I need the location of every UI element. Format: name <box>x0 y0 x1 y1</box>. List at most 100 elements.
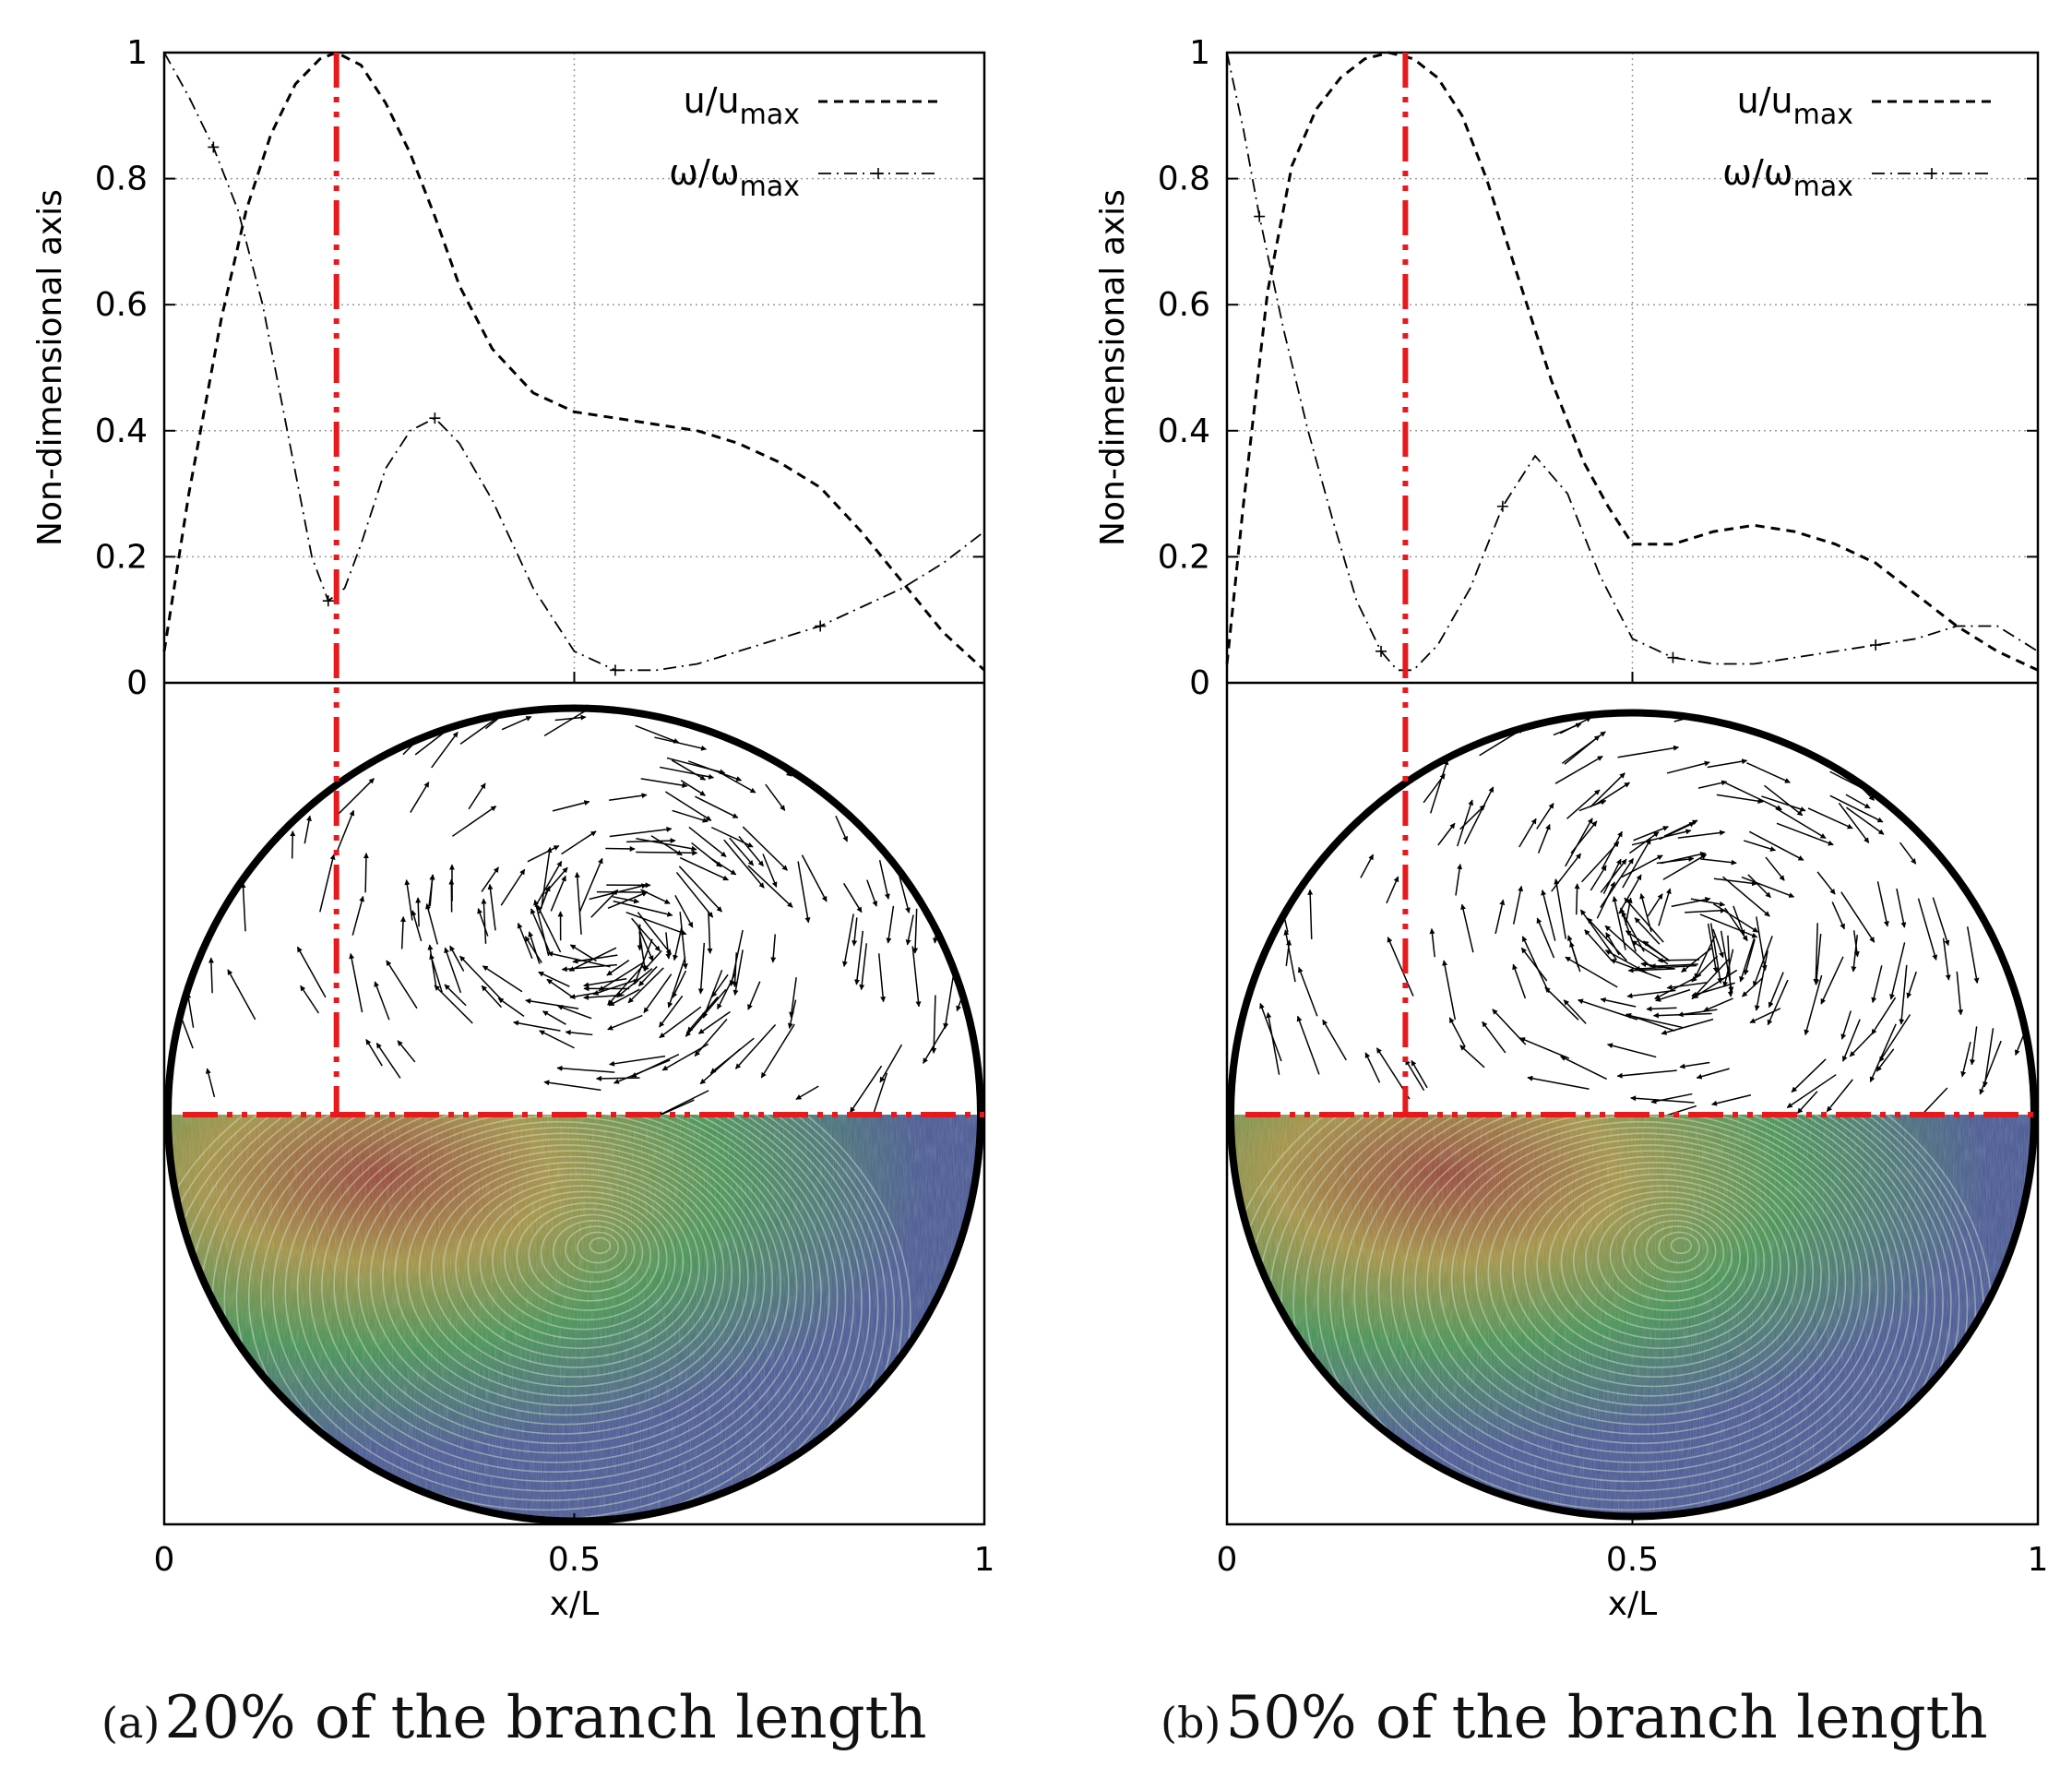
vector-arrow <box>574 871 582 935</box>
vector-arrow <box>1725 782 1782 811</box>
vector-arrow <box>665 932 672 960</box>
vector-arrow <box>794 676 840 698</box>
vector-arrow <box>1578 799 1607 812</box>
vector-arrow <box>1604 925 1651 967</box>
vector-arrow <box>711 973 729 997</box>
vector-arrow <box>612 896 640 904</box>
vector-arrow <box>1753 936 1773 987</box>
vector-arrow <box>636 923 654 961</box>
vector-arrow <box>1430 758 1449 814</box>
vector-arrow <box>542 1010 566 1025</box>
y-tick-label: 0.8 <box>95 161 148 198</box>
vector-arrow <box>625 912 687 936</box>
vector-arrow <box>1564 734 1601 765</box>
vector-arrow <box>1913 746 1959 783</box>
vector-arrow <box>538 971 570 987</box>
vector-arrow <box>1429 928 1435 958</box>
x-tick-label: 0 <box>154 1541 175 1579</box>
vector-arrow <box>1052 793 1086 841</box>
legend-label-base: u/u <box>684 80 740 121</box>
vector-arrow <box>702 969 723 1019</box>
vector-arrow <box>958 838 980 877</box>
legend-label-subscript: max <box>1793 99 1853 131</box>
vector-arrow <box>1387 937 1414 997</box>
vector-arrow <box>1266 1011 1280 1075</box>
y-tick-label: 1 <box>1189 34 1210 72</box>
y-axis-title: Non-dimensional axis <box>1094 189 1132 546</box>
vector-arrow <box>765 783 786 811</box>
y-tick-label: 0.4 <box>95 412 148 450</box>
panel-a: 0 0.2 0.4 0.6 0.8 1 0 0.5 1 x/L Non-dimensional ax… <box>31 34 1086 1623</box>
vector-arrow <box>1601 830 1623 870</box>
vector-arrow <box>640 778 688 788</box>
vector-arrow <box>1308 828 1315 864</box>
vector-arrow <box>854 930 864 985</box>
vector-arrow <box>410 782 430 813</box>
vector-arrow <box>1432 634 1489 657</box>
vector-arrow <box>368 708 415 727</box>
vector-arrow <box>1747 675 1797 695</box>
y-tick-label: 0.2 <box>1158 538 1210 576</box>
vector-arrow <box>1618 874 1642 914</box>
vector-arrow <box>711 826 754 848</box>
vector-arrow <box>633 938 653 985</box>
vector-arrow <box>943 970 956 1030</box>
vector-arrow <box>760 1023 795 1079</box>
y-tick-label: 0.2 <box>95 538 148 576</box>
x-tick-label: 0.5 <box>1606 1541 1659 1579</box>
y-tick-label: 1 <box>126 34 148 72</box>
vector-arrow <box>375 1042 401 1079</box>
legend-label-base: u/u <box>1737 80 1793 121</box>
y-tick-label: 0.6 <box>95 286 148 324</box>
series-point <box>322 595 334 607</box>
vector-arrow <box>1459 1045 1485 1069</box>
vector-arrow <box>631 917 661 952</box>
vector-arrow <box>679 856 729 881</box>
legend-marker <box>1926 168 1937 179</box>
vector-arrow <box>1577 998 1638 1021</box>
vector-arrow <box>561 830 597 855</box>
vector-arrow <box>732 952 738 988</box>
vector-arrow <box>1722 949 1734 987</box>
vector-arrow <box>1746 762 1791 783</box>
vector-arrow <box>849 1065 883 1114</box>
vector-arrow <box>1802 672 1856 696</box>
caption-b-text: 50% of the branch length <box>1225 1684 1988 1752</box>
vector-arrow <box>1747 874 1771 899</box>
vector-arrow <box>709 1037 755 1074</box>
vector-arrow <box>801 854 828 902</box>
vector-arrow <box>671 759 707 781</box>
vector-arrow <box>501 715 532 731</box>
vector-arrow <box>1960 1041 1971 1078</box>
vector-arrow <box>607 964 644 1006</box>
vector-arrow <box>411 910 423 942</box>
vector-arrow <box>429 874 435 907</box>
vector-arrow <box>1621 854 1663 878</box>
vector-arrow <box>1706 603 1737 610</box>
vector-arrow <box>319 854 336 913</box>
vector-arrow <box>1716 794 1764 805</box>
vector-arrow <box>686 996 719 1033</box>
vector-arrow <box>374 981 390 1021</box>
x-axis-title: x/L <box>1608 1585 1658 1623</box>
vector-arrow <box>1807 807 1853 830</box>
panel-b: 0 0.2 0.4 0.6 0.8 1 0 0.5 1 x/L Non-dimensional ax… <box>1094 34 2048 1623</box>
vector-arrow <box>729 837 755 866</box>
y-axis-title: Non-dimensional axis <box>31 189 69 546</box>
vector-arrow <box>1871 965 1883 1004</box>
vector-arrow <box>1364 1052 1381 1083</box>
vector-arrow <box>545 692 577 706</box>
vector-arrow <box>1745 687 1787 705</box>
vector-arrow <box>2027 990 2034 1023</box>
vector-arrow <box>1707 758 1748 769</box>
vector-arrow <box>468 782 486 810</box>
vector-arrow <box>1537 824 1551 854</box>
vector-arrow <box>1699 913 1758 938</box>
vector-arrow <box>1622 838 1651 889</box>
vector-arrow <box>1845 794 1871 809</box>
vector-arrow <box>818 614 875 626</box>
vector-arrow <box>1786 1074 1837 1109</box>
vector-arrow <box>1536 803 1554 830</box>
vector-arrow <box>1696 1068 1730 1080</box>
y-tick-label: 0.4 <box>1158 412 1210 450</box>
